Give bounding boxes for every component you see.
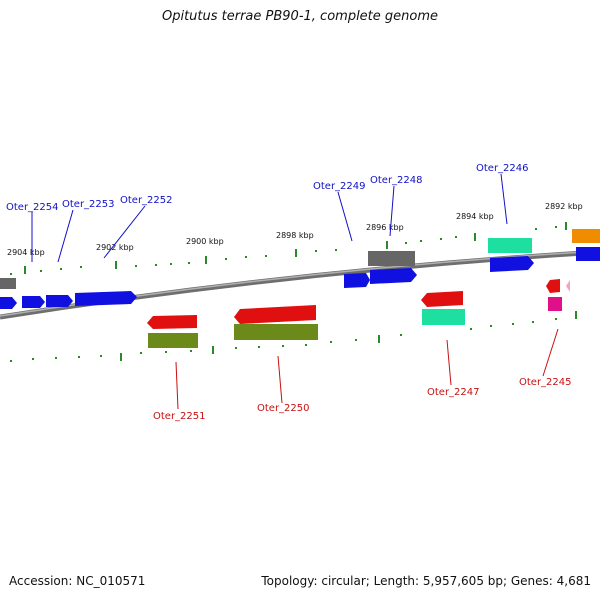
gene-oter-2253[interactable] xyxy=(22,296,45,308)
gene-label-oter-2245[interactable]: Oter_2245 xyxy=(519,377,572,388)
gene-oter-2253b[interactable] xyxy=(46,295,73,307)
gene-small-pink[interactable] xyxy=(566,280,570,292)
gene-oter-2249[interactable] xyxy=(344,273,370,288)
gene-oter-2246-teal[interactable] xyxy=(488,238,532,253)
tick-label-2904: 2904 kbp xyxy=(7,248,45,257)
lower-major-ticks xyxy=(120,311,577,361)
upper-tick-row xyxy=(10,226,557,275)
tick-label-2902: 2902 kbp xyxy=(96,243,134,252)
gene-oter-2245-red[interactable] xyxy=(546,279,560,293)
gene-label-oter-2246[interactable]: Oter_2246 xyxy=(476,163,529,174)
gene-label-oter-2248[interactable]: Oter_2248 xyxy=(370,175,423,186)
gene-label-oter-2254[interactable]: Oter_2254 xyxy=(6,202,59,213)
tick-label-2892: 2892 kbp xyxy=(545,202,583,211)
gene-oter-2245[interactable] xyxy=(548,297,562,311)
lower-tick-row xyxy=(10,318,557,362)
gene-label-oter-2250[interactable]: Oter_2250 xyxy=(257,403,310,414)
gene-oter-2250-red[interactable] xyxy=(234,305,316,324)
gene-oter-2250[interactable] xyxy=(234,324,318,340)
gene-oter-2251-red[interactable] xyxy=(147,315,197,329)
tick-label-2894: 2894 kbp xyxy=(456,212,494,221)
gene-orange[interactable] xyxy=(572,229,600,243)
topology-text: Topology: circular; Length: 5,957,605 bp… xyxy=(261,574,591,588)
map-title: Opitutus terrae PB90-1, complete genome xyxy=(161,9,439,24)
gene-oter-2251[interactable] xyxy=(148,333,198,348)
gene-oter-2247-red[interactable] xyxy=(421,291,463,307)
gene-oter-2247[interactable] xyxy=(422,309,465,325)
upper-major-ticks xyxy=(24,222,567,274)
gene-label-oter-2249[interactable]: Oter_2249 xyxy=(313,181,366,192)
label-leaders xyxy=(31,173,559,410)
gene-oter-2252[interactable] xyxy=(75,291,137,306)
tick-label-2896: 2896 kbp xyxy=(366,223,404,232)
gene-label-oter-2247[interactable]: Oter_2247 xyxy=(427,387,480,398)
gene-oter-2254[interactable] xyxy=(0,278,17,309)
gene-right-blue[interactable] xyxy=(576,247,600,261)
gene-oter-2246[interactable] xyxy=(490,256,534,272)
gene-label-oter-2251[interactable]: Oter_2251 xyxy=(153,411,206,422)
accession-text: Accession: NC_010571 xyxy=(9,574,146,588)
gene-oter-2248[interactable] xyxy=(370,268,417,284)
gene-label-oter-2253[interactable]: Oter_2253 xyxy=(62,199,115,210)
gene-oter-2248-gray[interactable] xyxy=(368,251,415,266)
gene-label-oter-2252[interactable]: Oter_2252 xyxy=(120,195,173,206)
tick-label-2900: 2900 kbp xyxy=(186,237,224,246)
tick-label-2898: 2898 kbp xyxy=(276,231,314,240)
